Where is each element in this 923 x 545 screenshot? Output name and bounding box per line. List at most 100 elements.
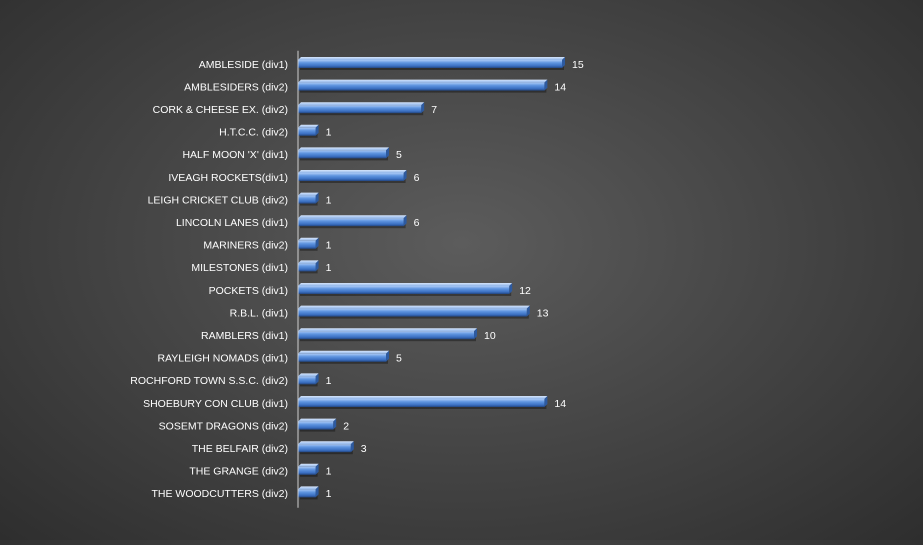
bar: [298, 283, 513, 296]
value-label: 1: [326, 262, 332, 274]
value-label: 1: [326, 466, 332, 478]
bar: [298, 102, 425, 116]
bar-front-face: [298, 286, 510, 294]
category-label: MILESTONES (div1): [191, 262, 288, 274]
category-label: THE BELFAIR (div2): [192, 443, 288, 455]
value-label: 1: [326, 127, 332, 139]
category-label: ROCHFORD TOWN S.S.C. (div2): [130, 375, 288, 387]
bar-top-face: [298, 441, 354, 445]
bar-front-face: [298, 127, 316, 136]
bar-front-face: [298, 421, 334, 430]
bar-top-face: [298, 283, 513, 286]
bar-end-face: [315, 237, 319, 249]
category-label: AMBLESIDE (div1): [199, 59, 288, 71]
bar-front-face: [298, 376, 316, 385]
bar-front-face: [298, 82, 545, 91]
bar: [298, 170, 407, 183]
bar-top-face: [298, 237, 319, 241]
value-label: 12: [519, 285, 531, 297]
category-label: MARINERS (div2): [203, 240, 288, 252]
bar-front-face: [298, 308, 527, 317]
bar-top-face: [298, 396, 548, 399]
value-label: 13: [537, 307, 549, 319]
value-label: 15: [572, 59, 584, 71]
category-label: HALF MOON 'X' (div1): [182, 149, 288, 161]
bar-top-face: [298, 79, 548, 83]
bar-front-face: [298, 263, 316, 272]
bar: [298, 237, 319, 251]
bar: [298, 373, 319, 387]
bar-end-face: [562, 57, 565, 68]
bar-end-face: [315, 463, 319, 475]
bar-front-face: [298, 218, 404, 227]
bar-end-face: [544, 396, 548, 407]
value-label: 1: [326, 488, 332, 500]
category-labels: AMBLESIDE (div1) AMBLESIDERS (div2) CORK &…: [130, 59, 288, 500]
value-label: 6: [414, 217, 420, 229]
bar-top-face: [298, 373, 319, 377]
bar-front-face: [298, 466, 316, 475]
value-label: 10: [484, 330, 496, 342]
bar-front-face: [298, 331, 474, 340]
bar-front-face: [298, 105, 422, 114]
bar: [298, 486, 319, 500]
value-label: 1: [326, 375, 332, 387]
bar-top-face: [298, 418, 337, 422]
bar: [298, 260, 319, 274]
bar-top-face: [298, 215, 407, 219]
bar-end-face: [526, 305, 530, 317]
bar-end-face: [315, 260, 319, 272]
bar-front-face: [298, 489, 316, 498]
category-label: POCKETS (div1): [209, 285, 288, 297]
bar-top-face: [298, 147, 389, 151]
bar: [298, 57, 565, 70]
bar: [298, 418, 337, 432]
value-label: 5: [396, 149, 402, 161]
category-label: THE GRANGE (div2): [189, 466, 288, 478]
category-label: RAYLEIGH NOMADS (div1): [158, 353, 289, 365]
bar-end-face: [421, 102, 425, 114]
value-label: 14: [554, 81, 566, 93]
bar-top-face: [298, 350, 389, 354]
bar: [298, 396, 548, 409]
value-label: 5: [396, 353, 402, 365]
bar-end-face: [386, 350, 389, 362]
bar: [298, 192, 319, 206]
bar: [298, 441, 354, 455]
bar-front-face: [298, 150, 386, 159]
bar-top-face: [298, 102, 425, 106]
value-label: 6: [414, 172, 420, 184]
bar-top-face: [298, 57, 565, 60]
bar: [298, 124, 319, 138]
bar-end-face: [315, 192, 319, 204]
bar: [298, 147, 389, 161]
category-label: CORK & CHEESE EX. (div2): [153, 104, 288, 116]
category-label: LINCOLN LANES (div1): [176, 217, 288, 229]
bar-end-face: [474, 328, 477, 340]
bar-end-face: [509, 283, 513, 294]
bar-end-face: [386, 147, 389, 159]
category-label: SOSEMT DRAGONS (div2): [159, 420, 288, 432]
value-label: 1: [326, 194, 332, 206]
bar-end-face: [544, 79, 548, 91]
bars-layer: [298, 57, 565, 500]
bar-front-face: [298, 240, 316, 249]
bar-end-face: [315, 486, 319, 498]
value-label: 14: [554, 398, 566, 410]
bar-top-face: [298, 192, 319, 196]
bar: [298, 350, 389, 364]
bar-top-face: [298, 124, 319, 128]
bar: [298, 463, 319, 477]
category-label: R.B.L. (div1): [230, 307, 288, 319]
category-label: SHOEBURY CON CLUB (div1): [143, 398, 288, 410]
bar-front-face: [298, 444, 351, 453]
category-label: RAMBLERS (div1): [201, 330, 288, 342]
bar-front-face: [298, 399, 545, 407]
bar-front-face: [298, 173, 404, 181]
value-label: 2: [343, 420, 349, 432]
bar-front-face: [298, 195, 316, 204]
value-label: 1: [326, 240, 332, 252]
